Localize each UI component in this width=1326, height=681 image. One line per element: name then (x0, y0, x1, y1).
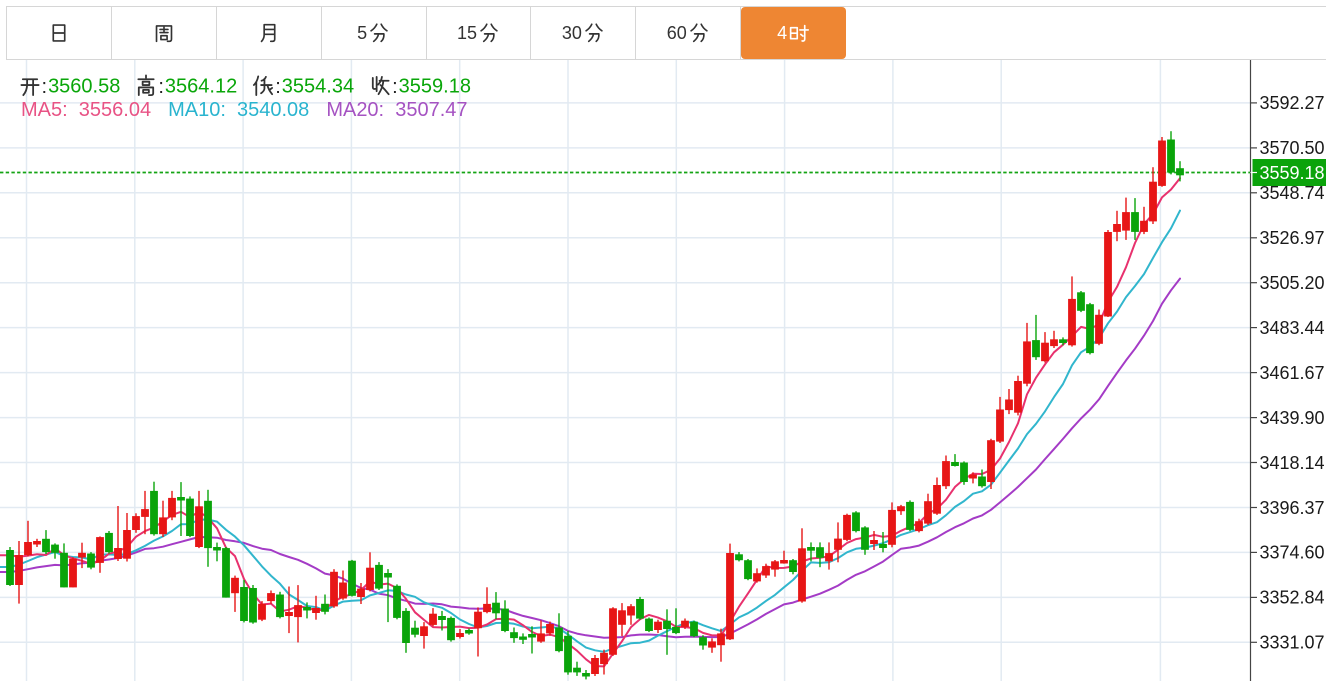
svg-text:3570.50: 3570.50 (1260, 138, 1325, 158)
svg-text:3526.97: 3526.97 (1260, 228, 1325, 248)
svg-text:3374.60: 3374.60 (1260, 543, 1325, 563)
svg-text:3559.18: 3559.18 (1260, 163, 1325, 183)
svg-text:3548.74: 3548.74 (1260, 183, 1325, 203)
svg-text:3439.90: 3439.90 (1260, 408, 1325, 428)
svg-text:3331.07: 3331.07 (1260, 633, 1325, 653)
svg-text:3461.67: 3461.67 (1260, 363, 1325, 383)
svg-text:3418.14: 3418.14 (1260, 453, 1325, 473)
svg-text:3483.44: 3483.44 (1260, 318, 1325, 338)
svg-text:3396.37: 3396.37 (1260, 498, 1325, 518)
svg-text:3592.27: 3592.27 (1260, 93, 1325, 113)
svg-text:3352.84: 3352.84 (1260, 588, 1325, 608)
svg-text:3505.20: 3505.20 (1260, 273, 1325, 293)
